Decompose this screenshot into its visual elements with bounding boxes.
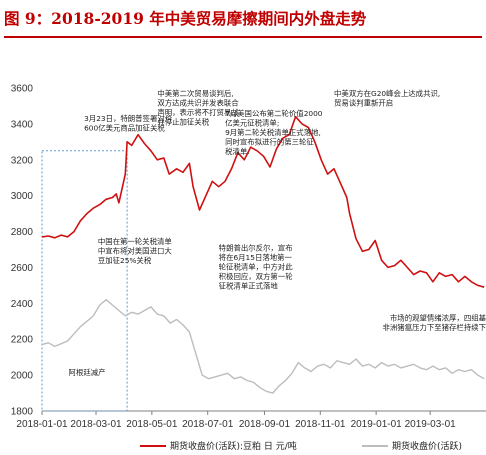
annotation-line: 轮征税清单，中方对此 <box>219 262 294 271</box>
y-tick-label: 1800 <box>11 407 34 418</box>
annotation-line: 3月23日，特朗普签署对价 <box>84 114 173 123</box>
annotation-layer: 中美第二次贸易谈判后,双方达成共识并发表联合声明，表示将不打贸易战并停止加征关税… <box>69 89 486 377</box>
y-axis: 1800 2000 2200 2400 2600 2800 3000 3200 3400 3600 <box>11 84 34 418</box>
legend-domestic-label: 期货收盘价(活跃):豆粕 日 元/吨 <box>170 440 297 452</box>
annotation: 特朗普出尔反尔，宣布将在6月15日落地第一轮征税清单，中方对此积极回应，双方第一… <box>219 243 294 290</box>
x-axis: 2018-01-01 2018-03-01 2018-05-01 2018-07-01… <box>16 410 486 430</box>
y-tick-label: 3000 <box>11 191 34 202</box>
annotation-line: 非洲猪瘟压力下至猪存栏持续下 <box>383 323 486 332</box>
y-tick-label: 2200 <box>11 335 34 346</box>
y-tick-label: 2000 <box>11 371 34 382</box>
annotation-line: 豆加征25%关税 <box>98 256 152 265</box>
x-tick-label: 2019-01-01 <box>351 419 403 430</box>
annotation: 7月美国公布第二轮价值2000亿美元征税清单;9月第二轮关税清单正式落地,同时宣… <box>225 109 323 156</box>
legend-international-label: 期货收盘价(活跃) <box>392 440 462 452</box>
domestic-soymeal-series-line <box>41 115 485 288</box>
annotation-line: 600亿美元商品加征关税 <box>84 124 165 133</box>
annotation-line: 征税清单正式落地 <box>219 281 279 290</box>
annotation-line: 双方达成共识并发表联合 <box>157 99 239 108</box>
annotation-line: 特朗普出尔反尔，宣布 <box>219 243 293 252</box>
annotation: 中美双方在G20峰会上达成共识,贸易谈判重新开启 <box>334 89 440 108</box>
annotation-line: 同时宣布拟进行的第三轮征 <box>225 137 314 146</box>
annotation-line: 税清单. <box>225 147 250 156</box>
chart-title: 图 9：2018-2019 年中美贸易摩擦期间内外盘走势 <box>4 9 367 28</box>
y-tick-label: 2400 <box>11 299 34 310</box>
x-tick-label: 2019-03-01 <box>405 419 457 430</box>
title-divider <box>4 36 482 38</box>
annotation-line: 贸易谈判重新开启 <box>334 99 393 108</box>
annotation-line: 中美第二次贸易谈判后, <box>157 89 233 98</box>
x-tick-label: 2018-07-01 <box>182 419 234 430</box>
annotation-line: 9月第二轮关税清单正式落地, <box>225 128 321 137</box>
x-tick-label: 2018-09-01 <box>239 419 291 430</box>
annotation-line: 市场的观望情绪浓厚，四组基 <box>390 313 486 322</box>
x-tick-label: 2018-01-01 <box>16 419 68 430</box>
x-tick-label: 2018-03-01 <box>70 419 122 430</box>
annotation: 阿根廷减产 <box>69 368 106 377</box>
annotation-line: 7月美国公布第二轮价值2000 <box>225 109 323 118</box>
annotation-line: 亿美元征税清单; <box>225 118 279 127</box>
international-soymeal-series-line <box>41 299 485 394</box>
annotation-line: 声明，表示将不打贸易战 <box>157 108 239 117</box>
annotation-line: 将在6月15日落地第一 <box>219 253 293 262</box>
annotation-line: 中美双方在G20峰会上达成共识, <box>334 89 440 98</box>
y-tick-label: 3600 <box>11 84 34 95</box>
legend: 期货收盘价(活跃):豆粕 日 元/吨 期货收盘价(活跃) <box>140 440 462 452</box>
series-layer <box>41 115 485 394</box>
y-tick-label: 3400 <box>11 119 34 130</box>
y-tick-label: 3200 <box>11 155 34 166</box>
annotation-line: 阿根廷减产 <box>69 368 106 377</box>
y-tick-label: 2800 <box>11 227 34 238</box>
annotation-line: 并停止加征关税 <box>157 118 209 127</box>
annotation-line: 中国在第一轮关税清单 <box>98 237 172 246</box>
y-tick-label: 2600 <box>11 263 34 274</box>
x-tick-label: 2018-11-01 <box>295 419 346 430</box>
annotation-line: 中宣布将对美国进口大 <box>98 247 173 256</box>
highlight-region <box>41 150 128 412</box>
x-tick-label: 2018-05-01 <box>126 419 178 430</box>
highlight-box <box>41 150 128 412</box>
annotation-line: 积极回应，双方第一轮 <box>219 272 294 281</box>
